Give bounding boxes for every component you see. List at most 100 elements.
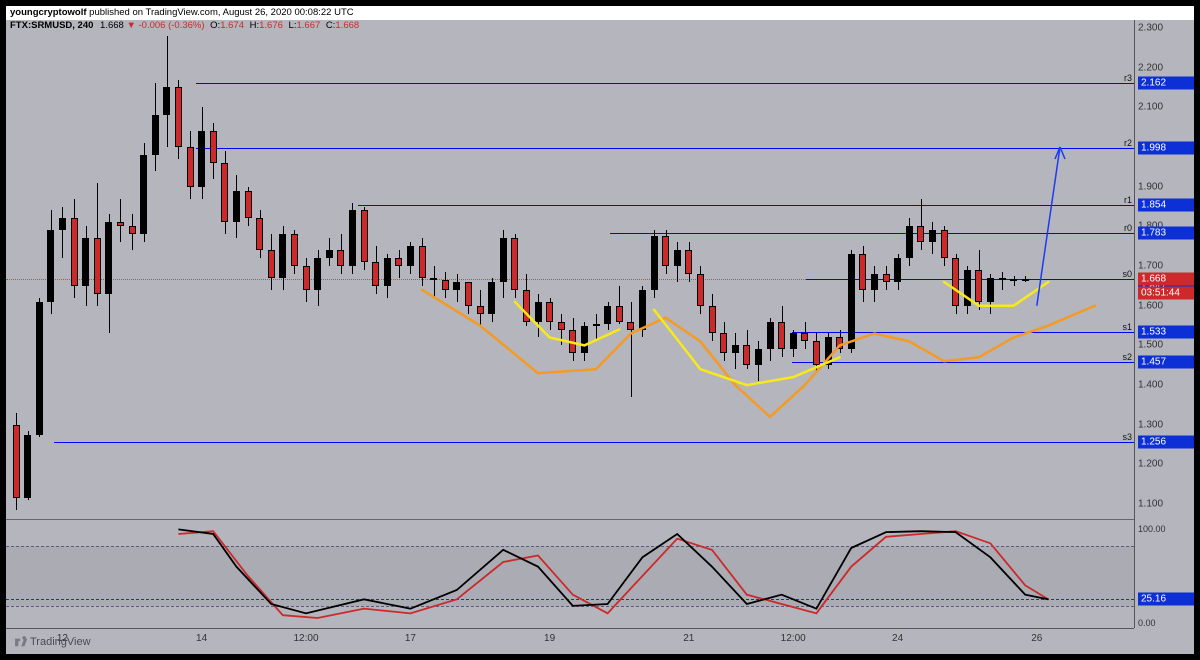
logo-icon [14,635,27,648]
x-tick: 19 [544,633,555,644]
logo-text: TradingView [30,636,91,648]
y-tick: 1.700 [1134,261,1194,272]
y-axis: 2.3002.2002.1002.0001.9001.8001.7001.600… [1134,20,1194,628]
level-label: r1 [1124,195,1132,205]
level-line [54,442,1134,443]
x-tick: 26 [1031,633,1042,644]
candle-body [419,246,426,278]
candle-body [906,226,913,258]
candle-body [662,236,669,266]
candle-body [268,250,275,278]
candle-body [975,270,982,302]
level-line [358,205,1134,206]
level-box: 2.162 [1138,76,1194,89]
x-tick: 24 [892,633,903,644]
last-price: 1.668 [100,20,124,31]
x-tick: 21 [683,633,694,644]
level-label: r2 [1124,138,1132,148]
candle-body [987,278,994,302]
candle-wick [434,266,435,298]
candle-body [755,349,762,365]
price-pane[interactable]: r3r2r1r0s0s1s2s3 [6,20,1134,520]
author: youngcryptowolf [10,7,87,18]
candle-body [488,282,495,314]
candle-body [732,345,739,353]
candle-body [291,234,298,266]
candle-body [894,258,901,282]
candle-body [651,236,658,290]
level-box: 1.457 [1138,356,1194,369]
osc-y-tick: 100.00 [1134,524,1194,534]
candle-body [511,238,518,290]
candle-body [152,115,159,155]
ohlc-bar: FTX:SRMUSD, 240 1.668 ▼ -0.006 (-0.36%) … [10,20,359,31]
candle-body [929,230,936,242]
level-box: 1.998 [1138,141,1194,154]
level-box: 1.256 [1138,436,1194,449]
l-val: 1.667 [296,20,320,31]
candle-body [337,250,344,266]
candle-body [477,306,484,314]
level-box: 1.533 [1138,326,1194,339]
o-val: 1.674 [220,20,244,31]
o-label: O: [210,20,220,31]
candle-body [233,191,240,223]
candle-body [175,87,182,147]
x-axis: 121412:0017192112:002426 [6,628,1134,654]
candle-body [47,230,54,301]
symbol: FTX:SRMUSD, 240 [10,20,93,31]
level-label: s0 [1122,269,1132,279]
level-line [196,83,1134,84]
candle-wick [561,314,562,346]
level-line [792,362,1134,363]
x-tick: 12:00 [781,633,806,644]
oscillator-pane[interactable] [6,520,1134,628]
level-label: s1 [1122,322,1132,332]
candle-body [569,330,576,354]
candle-body [129,226,136,234]
candle-body [303,266,310,290]
osc-band-line [6,606,1134,607]
candle-body [767,322,774,350]
level-line [792,332,1134,333]
candle-body [163,87,170,115]
level-label: s3 [1122,432,1132,442]
candle-wick [596,314,597,342]
candle-body [210,131,217,163]
candle-wick [1002,272,1003,290]
candle-body [836,337,843,349]
candle-body [442,280,449,290]
candle-body [395,258,402,266]
candle-body [13,425,20,498]
candle-body [59,218,66,230]
candle-body [500,238,507,282]
candle-body [384,258,391,286]
candle-body [697,274,704,306]
candle-body [535,302,542,322]
candle-body [952,258,959,306]
chart-main[interactable]: r3r2r1r0s0s1s2s3 [6,20,1134,628]
y-tick: 1.500 [1134,340,1194,351]
candle-body [523,290,530,322]
x-tick: 17 [405,633,416,644]
publish-date: August 26, 2020 00:08:22 UTC [223,7,354,18]
candle-body [36,302,43,435]
candle-body [743,345,750,365]
candle-body [407,246,414,266]
candle-body [790,333,797,349]
published-on: published on TradingView.com, [89,7,220,18]
candle-body [941,230,948,258]
candle-body [917,226,924,242]
candle-body [349,210,356,266]
candle-body [871,274,878,290]
level-line [610,233,1134,234]
candle-body [558,322,565,330]
level-label: r3 [1124,73,1132,83]
candle-body [105,222,112,293]
candle-body [326,250,333,258]
y-tick: 1.600 [1134,300,1194,311]
level-label: r0 [1124,223,1132,233]
candle-body [720,333,727,353]
candle-wick [631,302,632,397]
change-pct: (-0.36%) [168,20,204,31]
